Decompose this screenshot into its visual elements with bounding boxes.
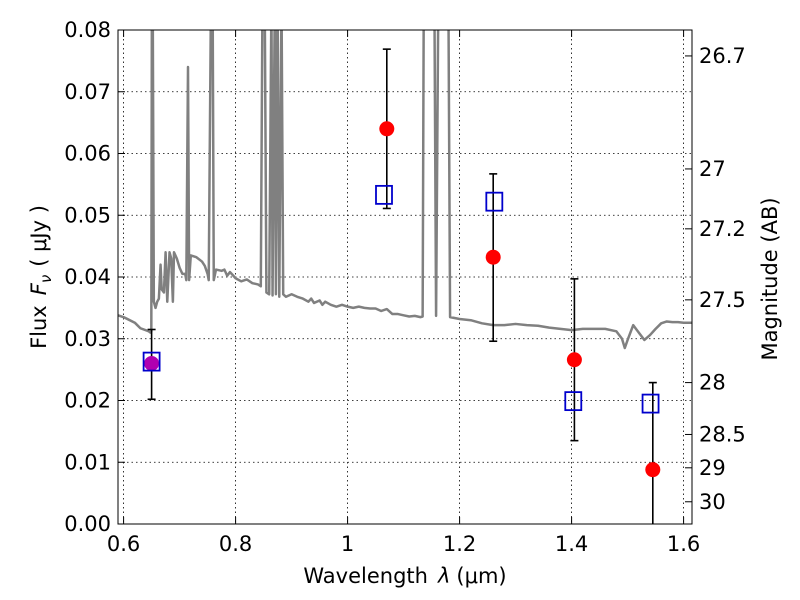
x-tick-label: 1.6 [667, 532, 700, 556]
observed-point [566, 352, 582, 368]
y2-axis-label: Magnitude (AB) [758, 197, 782, 360]
x-tick-label: 1.4 [555, 532, 588, 556]
ticks: 0.6 0.8 1 1.2 1.4 1.6 0.00 0.01 0.02 0.03 0.04 0.05… [64, 18, 746, 556]
y2-tick-label: 27.2 [699, 217, 746, 241]
model-point [142, 351, 161, 372]
y-tick-label: 0.08 [64, 18, 111, 42]
x-tick-label: 1.2 [443, 532, 476, 556]
y-tick-label: 0.05 [64, 203, 111, 227]
spectrum-line [118, 30, 692, 350]
y-tick-label: 0.04 [64, 265, 111, 289]
x-tick-label: 1 [341, 532, 354, 556]
y2-tick-label: 29 [699, 456, 726, 480]
model-point [564, 391, 583, 412]
observed-point [379, 121, 395, 137]
spectrum-layer [118, 30, 692, 350]
y2-tick-label: 26.7 [699, 44, 746, 68]
y2-tick-label: 27 [699, 157, 726, 181]
points-layer [142, 48, 661, 524]
y-tick-label: 0.01 [64, 450, 111, 474]
y2-tick-label: 28.5 [699, 422, 746, 446]
y2-tick-label: 27.5 [699, 288, 746, 312]
y-tick-label: 0.06 [64, 142, 111, 166]
y-tick-label: 0.07 [64, 80, 111, 104]
model-point [485, 191, 504, 212]
observed-point [485, 249, 501, 265]
y-tick-label: 0.00 [64, 512, 111, 536]
model-point [375, 184, 393, 205]
observed-point [144, 355, 160, 371]
x-axis-label: Wavelength λ (μm) [303, 564, 506, 588]
y2-tick-label: 30 [699, 490, 726, 514]
model-point [641, 393, 660, 414]
y2-tick-label: 28 [699, 371, 726, 395]
y-axis-label: FluxFν( μJy ) [27, 205, 55, 349]
x-tick-label: 0.6 [107, 532, 140, 556]
y-tick-label: 0.02 [64, 389, 111, 413]
observed-point [645, 462, 661, 478]
y-tick-label: 0.03 [64, 327, 111, 351]
x-tick-label: 0.8 [219, 532, 252, 556]
